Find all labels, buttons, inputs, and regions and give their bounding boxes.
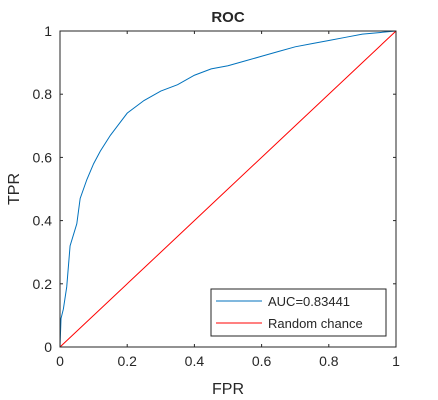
y-axis-label: TPR — [6, 173, 23, 205]
legend-label-auc: AUC=0.83441 — [268, 294, 350, 309]
axis-ticks: 0 0.2 0.4 0.6 0.8 1 0 0.2 0.4 0.6 0.8 1 — [33, 23, 401, 369]
axes-box — [59, 30, 397, 348]
y-tick-label: 0 — [44, 339, 52, 355]
y-tick-label: 0.6 — [33, 149, 53, 165]
x-tick-label: 0.2 — [117, 353, 137, 369]
x-tick-label: 1 — [392, 353, 400, 369]
x-axis-label: FPR — [212, 381, 244, 398]
y-tick-label: 0.4 — [33, 213, 53, 229]
x-tick-label: 0.4 — [185, 353, 205, 369]
legend-box — [210, 288, 387, 337]
x-tick-label: 0.8 — [319, 353, 339, 369]
x-tick-label: 0 — [56, 353, 64, 369]
y-tick-label: 1 — [44, 23, 52, 39]
random-chance-line — [59, 30, 397, 348]
plot-lines — [59, 30, 397, 348]
x-tick-label: 0.6 — [252, 353, 272, 369]
chart-title: ROC — [211, 9, 245, 26]
legend: AUC=0.83441 Random chance — [210, 288, 387, 337]
legend-label-random-chance: Random chance — [268, 316, 363, 331]
y-tick-label: 0.8 — [33, 86, 53, 102]
y-tick-label: 0.2 — [33, 276, 53, 292]
roc-curve-line — [59, 30, 397, 348]
